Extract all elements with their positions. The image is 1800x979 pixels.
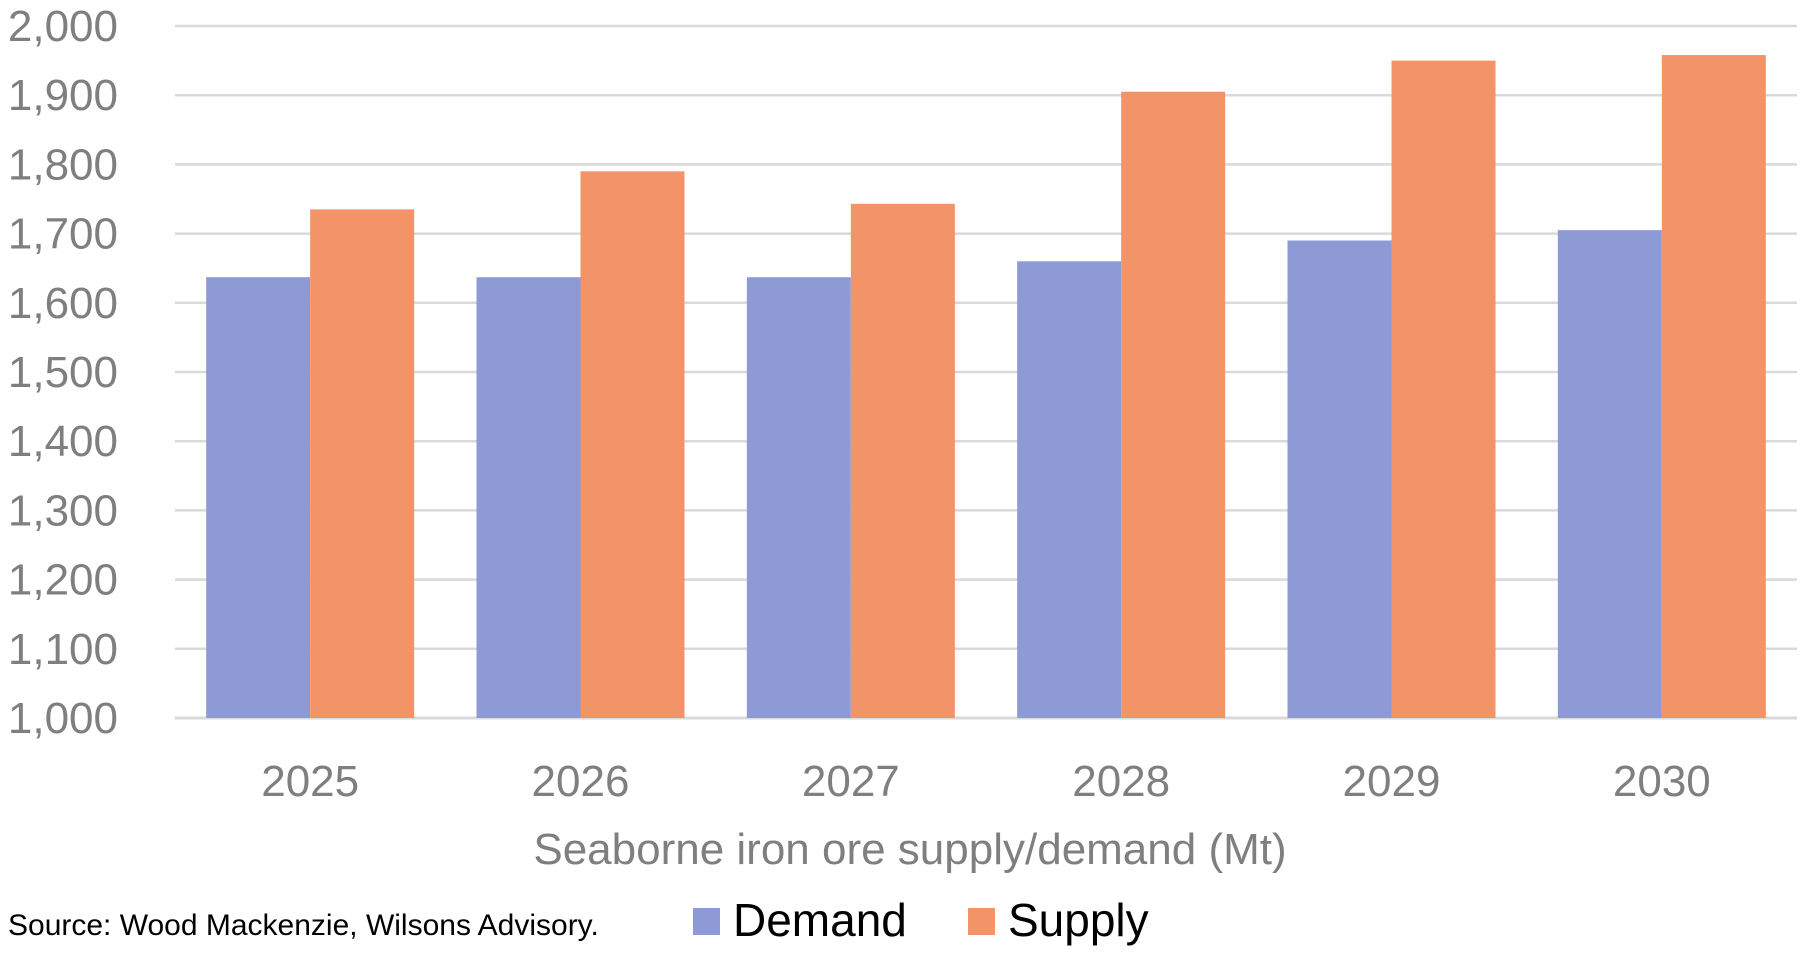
bar-demand-2028	[1017, 261, 1122, 718]
bar-demand-2027	[746, 277, 851, 718]
y-tick-label: 1,300	[8, 486, 118, 535]
bar-demand-2030	[1557, 230, 1662, 718]
bar-supply-2027	[850, 203, 955, 718]
legend-label-demand: Demand	[733, 894, 907, 946]
x-tick-label: 2030	[1613, 757, 1711, 806]
x-tick-label: 2027	[802, 757, 900, 806]
y-axis-ticks: 1,000 1,100 1,200 1,300 1,400 1,500 1,600 1,700…	[8, 2, 118, 743]
y-tick-label: 2,000	[8, 2, 118, 51]
bar-demand-2029	[1287, 240, 1392, 718]
legend-swatch-demand	[693, 908, 720, 935]
x-tick-label: 2029	[1343, 757, 1441, 806]
bar-supply-2029	[1391, 60, 1496, 719]
bar-supply-2025	[310, 209, 415, 718]
x-tick-label: 2028	[1072, 757, 1170, 806]
y-tick-label: 1,500	[8, 348, 118, 397]
legend-label-supply: Supply	[1008, 894, 1149, 946]
legend: Demand Supply	[693, 894, 1149, 946]
bar-demand-2026	[476, 277, 581, 718]
y-tick-label: 1,700	[8, 210, 118, 259]
y-tick-label: 1,000	[8, 694, 118, 743]
x-axis-ticks: 2025 2026 2027 2028 2029 2030	[261, 757, 1711, 806]
bar-demand-2025	[206, 277, 311, 718]
gridlines	[175, 24, 1797, 720]
x-axis-title: Seaborne iron ore supply/demand (Mt)	[533, 825, 1286, 874]
y-tick-label: 1,400	[8, 417, 118, 466]
y-tick-label: 1,800	[8, 140, 118, 189]
legend-swatch-supply	[968, 908, 995, 935]
bar-supply-2026	[580, 171, 685, 718]
y-tick-label: 1,900	[8, 71, 118, 120]
y-tick-label: 1,100	[8, 625, 118, 674]
bars	[206, 55, 1766, 719]
source-note: Source: Wood Mackenzie, Wilsons Advisory…	[8, 909, 599, 942]
bar-supply-2030	[1661, 55, 1766, 718]
x-tick-label: 2026	[532, 757, 630, 806]
y-tick-label: 1,600	[8, 279, 118, 328]
x-tick-label: 2025	[261, 757, 359, 806]
bar-supply-2028	[1121, 91, 1226, 719]
y-tick-label: 1,200	[8, 556, 118, 605]
